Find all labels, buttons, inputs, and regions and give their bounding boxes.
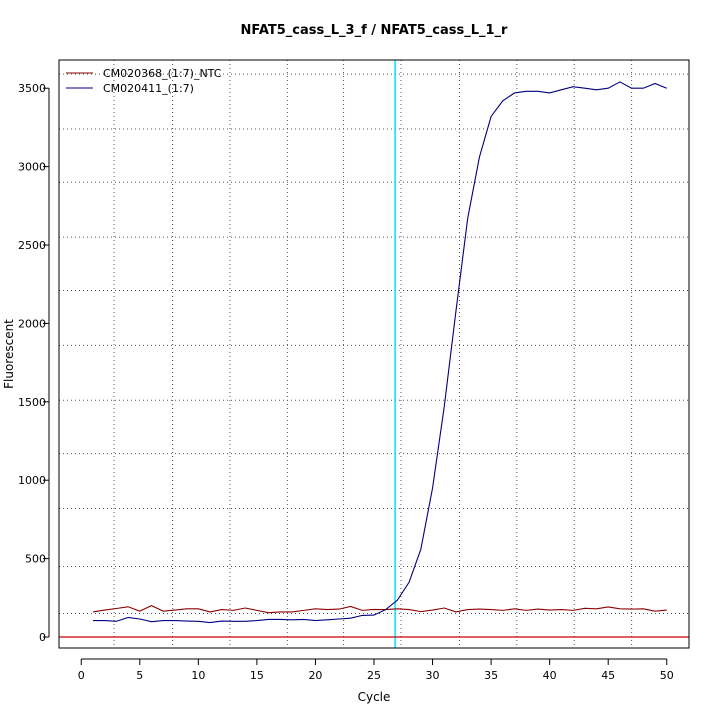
y-tick-label: 2000 [18,317,46,330]
x-tick-label: 25 [367,669,381,682]
y-tick-label: 2500 [18,239,46,252]
x-tick-label: 0 [78,669,85,682]
x-tick-label: 5 [136,669,143,682]
threshold-line-group [59,60,689,648]
y-tick-label: 1000 [18,474,46,487]
legend: CM020368_(1:7)_NTC CM020411_(1:7) [66,67,222,95]
y-tick-label: 1500 [18,396,46,409]
x-tick-label: 10 [191,669,205,682]
x-tick-label: 40 [543,669,557,682]
x-tick-label: 45 [601,669,615,682]
legend-label-1: CM020368_(1:7)_NTC [103,67,222,80]
y-tick-label: 3500 [18,82,46,95]
plot-frame [58,59,690,649]
y-axis-label: Fluorescent [2,319,16,389]
x-tick-label: 15 [250,669,264,682]
x-tick-label: 30 [426,669,440,682]
x-tick-label: 20 [308,669,322,682]
x-tick-label: 50 [660,669,674,682]
x-axis: 0 5 10 15 20 25 30 35 40 45 50 [78,658,674,682]
series-lines [92,81,667,624]
x-axis-label: Cycle [358,690,391,704]
x-tick-label: 35 [484,669,498,682]
series-line-2 [92,81,667,624]
y-tick-label: 0 [39,631,46,644]
y-tick-label: 500 [25,553,46,566]
grid-lines [59,60,689,648]
series-line-1 [92,605,667,614]
y-tick-label: 3000 [18,161,46,174]
y-axis: 0 500 1000 1500 2000 2500 3000 3500 [18,82,50,644]
legend-label-2: CM020411_(1:7) [103,82,194,95]
chart-title: NFAT5_cass_L_3_f / NFAT5_cass_L_1_r [241,23,508,38]
